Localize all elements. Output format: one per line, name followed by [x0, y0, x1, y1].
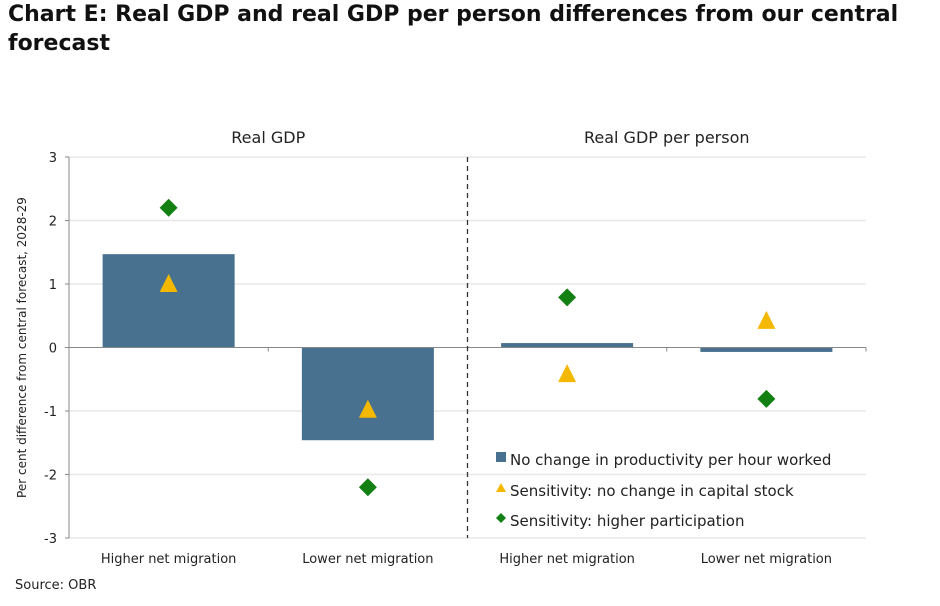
diamond-marker: [757, 389, 776, 408]
legend-label: Sensitivity: higher participation: [510, 512, 744, 530]
legend-label: Sensitivity: no change in capital stock: [510, 482, 794, 500]
legend-triangle-swatch: [496, 483, 506, 492]
diamond-marker: [558, 288, 577, 307]
y-tick-label: 2: [49, 215, 57, 230]
y-tick-label: -2: [44, 469, 57, 484]
x-category-label: Lower net migration: [701, 552, 832, 567]
triangle-marker: [558, 364, 577, 383]
y-tick-label: -1: [44, 405, 57, 420]
panel-title: Real GDP per person: [584, 128, 750, 147]
source-note: Source: OBR: [15, 578, 97, 593]
y-tick-label: -3: [44, 532, 57, 547]
x-category-label: Higher net migration: [101, 552, 237, 567]
y-tick-label: 3: [49, 151, 57, 166]
x-category-label: Higher net migration: [499, 552, 635, 567]
diamond-marker: [358, 478, 377, 497]
panel-title: Real GDP: [231, 128, 305, 147]
diamond-marker: [159, 198, 178, 217]
chart-title: Chart E: Real GDP and real GDP per perso…: [8, 2, 899, 56]
y-tick-label: 1: [49, 278, 57, 293]
y-axis-label: Per cent difference from central forecas…: [15, 197, 29, 498]
legend-diamond-swatch: [496, 513, 506, 523]
y-tick-label: 0: [49, 342, 57, 357]
bar: [501, 343, 634, 348]
bar: [102, 254, 235, 348]
triangle-marker: [358, 399, 377, 418]
triangle-marker: [159, 274, 178, 292]
legend-bar-swatch: [496, 452, 506, 462]
legend-label: No change in productivity per hour worke…: [510, 451, 831, 469]
bar: [700, 347, 833, 352]
triangle-marker: [757, 310, 776, 329]
x-category-label: Lower net migration: [302, 552, 433, 567]
bar: [301, 347, 434, 441]
